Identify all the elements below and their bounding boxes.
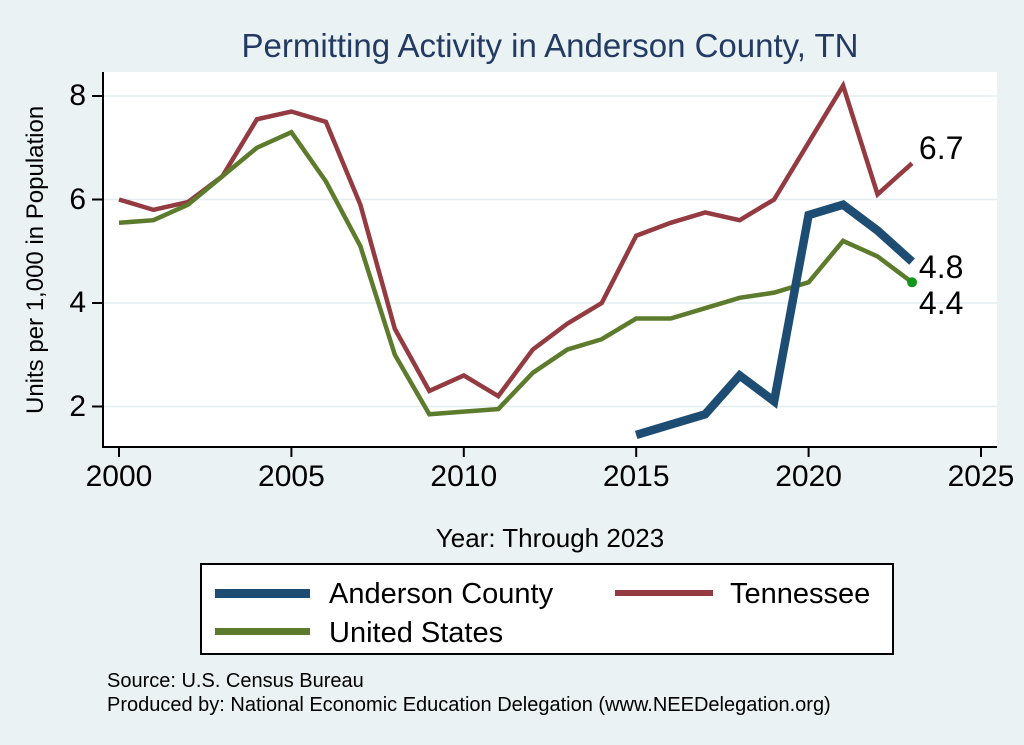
y-tick-label-6: 6	[69, 182, 86, 216]
legend-label-tennessee: Tennessee	[730, 578, 871, 610]
legend-swatch-tennessee	[615, 590, 713, 596]
legend-label-anderson-county: Anderson County	[329, 578, 554, 610]
end-value-label-4-8: 4.8	[918, 248, 964, 285]
x-tick-label-2025: 2025	[947, 460, 1015, 493]
legend-label-united-states: United States	[329, 617, 504, 649]
y-tick-label-4: 4	[69, 286, 86, 319]
y-tick-label-8: 8	[69, 79, 86, 112]
x-tick-label-2005: 2005	[258, 460, 325, 493]
x-tick-label-2000: 2000	[85, 460, 153, 493]
series-line-anderson-county	[634, 199, 915, 440]
x-tick-label-2020: 2020	[775, 460, 842, 493]
series-line-tennessee	[118, 80, 914, 400]
plot-area	[103, 72, 997, 447]
x-tick-label-2015: 2015	[602, 460, 670, 493]
x-axis-title: Year: Through 2023	[435, 523, 665, 553]
series-line-united-states	[118, 129, 914, 417]
legend-swatch-anderson-county	[215, 589, 310, 598]
produced-by-note: Produced by: National Economic Education…	[107, 694, 831, 716]
source-note: Source: U.S. Census Bureau	[107, 670, 364, 692]
y-tick-label-2: 2	[69, 389, 86, 423]
y-axis-title: Units per 1,000 in Population	[22, 105, 49, 414]
series-end-marker-united-states	[907, 277, 918, 288]
end-value-label-6-7: 6.7	[918, 129, 964, 166]
legend-swatch-united-states	[215, 628, 310, 635]
end-value-label-4-4: 4.4	[918, 285, 964, 321]
x-tick-label-2010: 2010	[430, 460, 498, 493]
legend-box: Anderson County Tennessee United States	[200, 563, 894, 655]
chart-title: Permitting Activity in Anderson County, …	[241, 27, 859, 64]
